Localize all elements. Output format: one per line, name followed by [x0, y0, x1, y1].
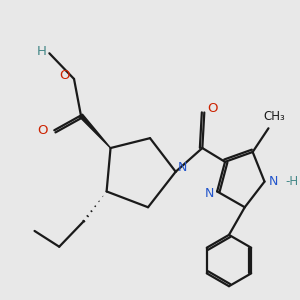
Text: O: O — [59, 70, 69, 83]
Text: O: O — [37, 124, 48, 137]
Text: O: O — [207, 102, 217, 115]
Text: N: N — [178, 161, 187, 174]
Text: -H: -H — [285, 175, 298, 188]
Text: CH₃: CH₃ — [263, 110, 285, 123]
Polygon shape — [80, 114, 110, 148]
Text: N: N — [205, 187, 214, 200]
Text: H: H — [37, 45, 46, 58]
Text: N: N — [269, 175, 278, 188]
